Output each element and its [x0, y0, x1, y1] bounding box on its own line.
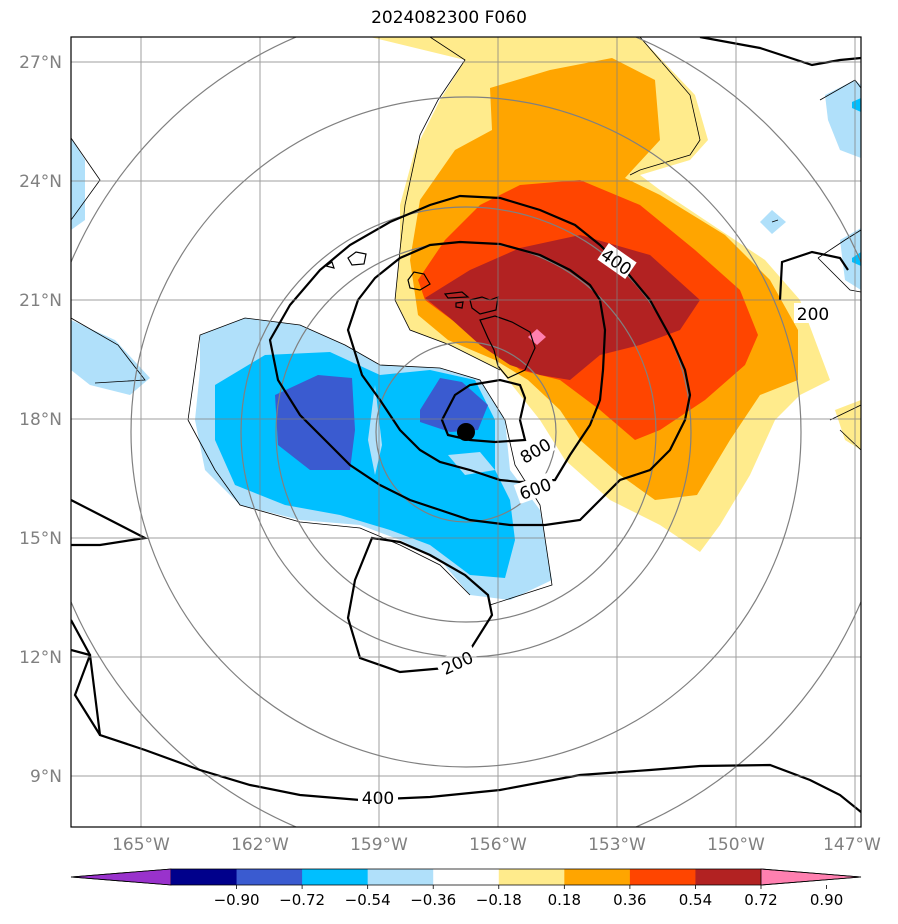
latitude-labels: 27°N 24°N 21°N 18°N 15°N 12°N 9°N: [19, 53, 62, 787]
island-molokai: [443, 291, 470, 299]
colorbar: −0.90 −0.72 −0.54 −0.36 −0.18 0.18 0.36 0.54 0.7…: [70, 868, 862, 909]
island-lanai: [455, 301, 464, 309]
colorbar-extend-low: [70, 868, 172, 886]
colorbar-tick-label: −0.36: [410, 891, 456, 909]
lat-label: 9°N: [30, 767, 62, 787]
island-maui: [469, 296, 499, 315]
contour-labels: 400 200 800 600 200 400: [358, 243, 832, 809]
contour-600: [346, 240, 607, 484]
contour-label-200-east: 200: [797, 305, 829, 325]
contour-400-south: [71, 648, 861, 813]
lon-label: 165°W: [112, 835, 170, 855]
colorbar-tick-label: −0.72: [279, 891, 325, 909]
colorbar-segment: [695, 869, 762, 885]
colorbar-outline: [70, 868, 862, 886]
colorbar-segment: [171, 869, 238, 885]
contour-200-east: [778, 250, 849, 301]
island-oahu: [407, 271, 431, 291]
storm-center-dot: [457, 423, 475, 441]
lon-label: 150°W: [707, 835, 765, 855]
map-title: 2024082300 F060: [371, 8, 527, 28]
lon-label: 147°W: [823, 835, 881, 855]
lon-label: 153°W: [588, 835, 646, 855]
island-hawaii: [479, 315, 536, 379]
lon-label: 162°W: [231, 835, 289, 855]
lat-label: 15°N: [19, 529, 62, 549]
island-kauai: [347, 251, 367, 266]
colorbar-tick-label: 0.18: [548, 891, 581, 909]
colorbar-segment: [629, 869, 696, 885]
colorbar-segment: [433, 869, 500, 885]
negative-contour-fill-dark: [275, 375, 355, 470]
shaded-field: [71, 37, 861, 600]
colorbar-tick-label: 0.72: [744, 891, 777, 909]
lon-label: 159°W: [350, 835, 408, 855]
colorbar-tick-label: −0.54: [345, 891, 391, 909]
coastlines: [324, 251, 536, 379]
map-plot-area: [71, 37, 861, 827]
colorbar-tick-label: −0.18: [476, 891, 522, 909]
contour-400-inner: [268, 194, 692, 527]
island-niihau: [324, 261, 335, 269]
lat-label: 27°N: [19, 53, 62, 73]
colorbar-tick-label: 0.36: [613, 891, 646, 909]
positive-contour-fill-max: [425, 235, 700, 380]
colorbar-tick-label: 0.90: [810, 891, 843, 909]
contour-label-400-south: 400: [362, 789, 394, 809]
black-contours: [71, 37, 861, 813]
colorbar-tick-label: 0.54: [679, 891, 712, 909]
lat-label: 18°N: [19, 410, 62, 430]
graticule: [71, 37, 861, 827]
map-frame: [70, 36, 862, 828]
colorbar-tick-label: −0.90: [214, 891, 260, 909]
shading-boundary-lines: [71, 37, 861, 606]
longitude-labels: 165°W 162°W 159°W 156°W 153°W 150°W 147°…: [112, 835, 881, 855]
lat-label: 21°N: [19, 291, 62, 311]
colorbar-segment: [367, 869, 434, 885]
colorbar-segment: [302, 869, 369, 885]
lat-label: 24°N: [19, 172, 62, 192]
colorbar-segment: [564, 869, 631, 885]
colorbar-extend-high: [760, 868, 862, 886]
lat-label: 12°N: [19, 648, 62, 668]
contour-label-600: 600: [517, 475, 554, 505]
lon-label: 156°W: [469, 835, 527, 855]
colorbar-segment: [236, 869, 303, 885]
colorbar-segment: [498, 869, 565, 885]
